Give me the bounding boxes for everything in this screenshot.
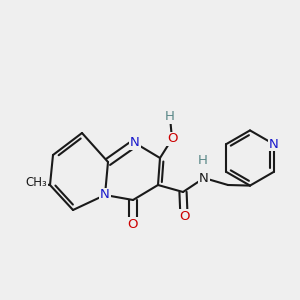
Text: CH₃: CH₃ <box>25 176 47 190</box>
Text: H: H <box>165 110 175 124</box>
Text: N: N <box>269 138 279 151</box>
Text: N: N <box>100 188 110 202</box>
Text: H: H <box>198 154 208 166</box>
Text: O: O <box>128 218 138 230</box>
Text: O: O <box>179 209 189 223</box>
Text: N: N <box>130 136 140 149</box>
Text: N: N <box>199 172 209 184</box>
Text: O: O <box>167 133 177 146</box>
